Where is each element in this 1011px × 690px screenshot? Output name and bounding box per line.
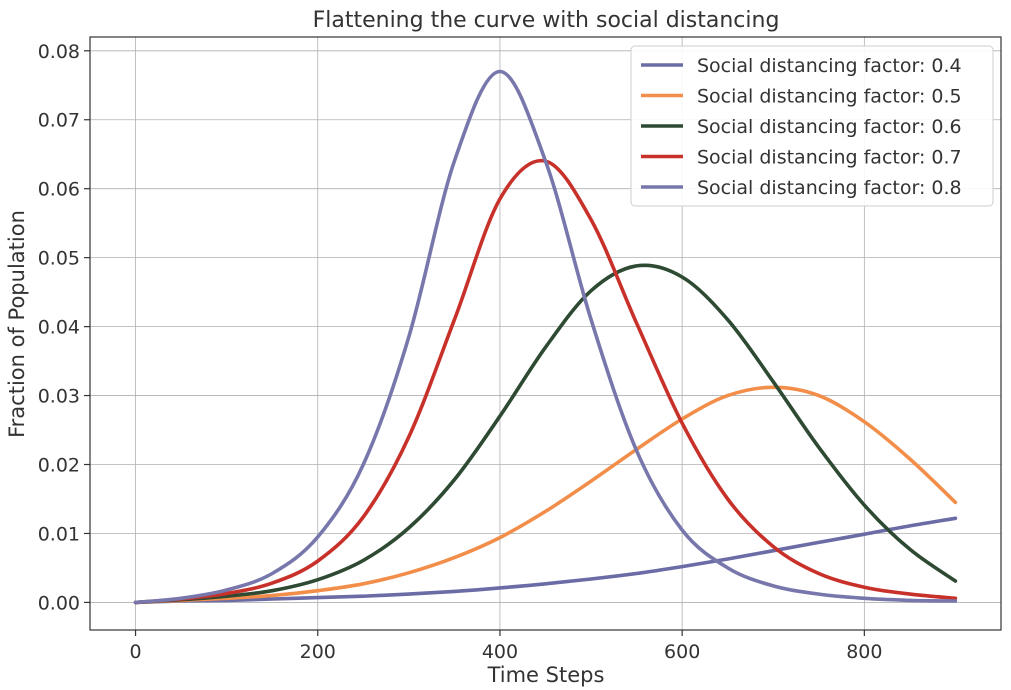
series-line-2 [133, 263, 958, 605]
y-tick-label: 0.02 [38, 455, 80, 477]
y-axis-ticks: 0.00 0.01 0.02 0.03 0.04 0.05 0.06 0.07 0.08 [38, 41, 90, 614]
legend-label-3: Social distancing factor: 0.7 [697, 147, 962, 169]
legend-label-2: Social distancing factor: 0.6 [697, 116, 962, 138]
y-tick-label: 0.00 [38, 592, 80, 614]
y-tick-label: 0.05 [38, 248, 80, 270]
y-tick-label: 0.08 [38, 41, 80, 63]
legend-box [630, 45, 994, 207]
x-tick-label: 800 [846, 641, 882, 663]
y-tick-label: 0.07 [38, 110, 80, 132]
x-axis-label: Time Steps [487, 663, 605, 687]
legend-label-4: Social distancing factor: 0.8 [697, 177, 962, 199]
x-tick-label: 600 [664, 641, 700, 663]
series-line-0 [133, 516, 958, 605]
x-tick-label: 200 [300, 641, 336, 663]
series-line-4 [133, 69, 958, 605]
plot-frame [89, 36, 1002, 631]
legend-label-1: Social distancing factor: 0.5 [697, 86, 962, 108]
legend: Social distancing factor: 0.4 Social dist… [630, 45, 994, 207]
series-line-3 [133, 158, 958, 605]
series-line-1 [133, 385, 958, 605]
y-tick-label: 0.03 [38, 386, 80, 408]
x-axis-ticks: 0 200 400 600 800 [130, 630, 882, 663]
legend-label-0: Social distancing factor: 0.4 [697, 55, 962, 77]
series-layer [133, 69, 958, 605]
y-tick-label: 0.06 [38, 179, 80, 201]
chart-title: Flattening the curve with social distanc… [313, 8, 780, 33]
x-tick-label: 400 [482, 641, 518, 663]
x-tick-label: 0 [130, 641, 142, 663]
y-tick-label: 0.01 [38, 523, 80, 545]
y-tick-label: 0.04 [38, 317, 80, 339]
y-axis-label: Fraction of Population [5, 210, 29, 438]
